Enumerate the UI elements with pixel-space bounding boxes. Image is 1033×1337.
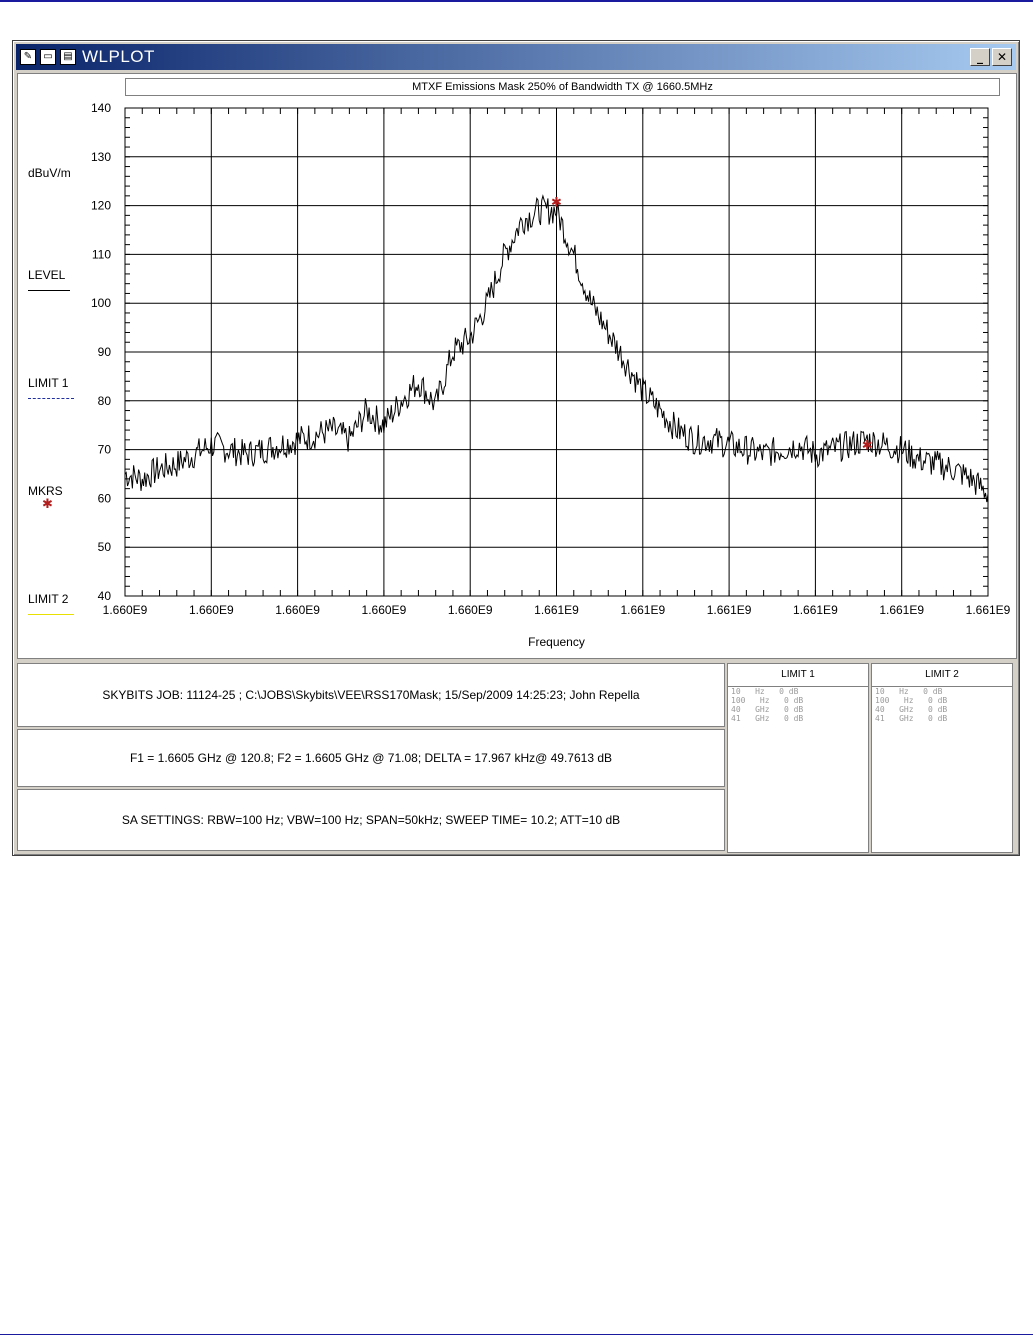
x-tick-label: 1.661E9 <box>879 603 924 617</box>
legend-level-label: LEVEL <box>28 268 66 282</box>
wlplot-window: ✎ ▭ ▤ WLPLOT _ ✕ MTXF Emissions Mask 250… <box>12 40 1020 856</box>
x-tick-label: 1.661E9 <box>534 603 579 617</box>
legend-markers: MKRS ✱ <box>28 484 63 511</box>
print-icon[interactable]: ▤ <box>60 49 76 65</box>
marker-point: ✱ <box>551 196 562 211</box>
limit2-row: 41 GHz 0 dB <box>875 714 948 723</box>
legend-limit1-label: LIMIT 1 <box>28 376 69 390</box>
x-tick-label: 1.661E9 <box>707 603 752 617</box>
page-top-rule <box>0 0 1033 2</box>
marker-point: ✱ <box>862 438 873 453</box>
limit1-panel: LIMIT 1 10 Hz 0 dB 100 Hz 0 dB 40 GHz 0 … <box>727 663 869 853</box>
y-axis-unit: dBuV/m <box>28 166 71 180</box>
x-tick-label: 1.661E9 <box>620 603 665 617</box>
chart-title: MTXF Emissions Mask 250% of Bandwidth TX… <box>125 78 1000 96</box>
limit1-row: 40 GHz 0 dB <box>731 705 804 714</box>
y-tick-label: 90 <box>98 345 112 359</box>
limit1-row: 100 Hz 0 dB <box>731 696 804 705</box>
plot-panel: MTXF Emissions Mask 250% of Bandwidth TX… <box>17 73 1017 659</box>
y-tick-label: 110 <box>92 247 111 261</box>
y-tick-label: 120 <box>91 199 111 213</box>
legend-limit1: LIMIT 1 <box>28 376 74 399</box>
x-axis-label: Frequency <box>528 635 585 649</box>
limit2-panel: LIMIT 2 10 Hz 0 dB 100 Hz 0 dB 40 GHz 0 … <box>871 663 1013 853</box>
x-tick-label: 1.660E9 <box>103 603 148 617</box>
y-tick-label: 70 <box>98 443 112 457</box>
y-tick-label: 80 <box>98 394 112 408</box>
limit1-row: 10 Hz 0 dB <box>731 687 799 696</box>
x-tick-label: 1.660E9 <box>448 603 493 617</box>
job-info: SKYBITS JOB: 11124-25 ; C:\JOBS\Skybits\… <box>17 663 725 727</box>
info-panel: SKYBITS JOB: 11124-25 ; C:\JOBS\Skybits\… <box>17 661 727 853</box>
legend-markers-label: MKRS <box>28 484 63 498</box>
y-tick-label: 140 <box>91 101 111 115</box>
limit2-row: 100 Hz 0 dB <box>875 696 948 705</box>
y-tick-label: 130 <box>91 150 111 164</box>
y-tick-label: 60 <box>98 491 112 505</box>
page-bottom-rule <box>0 1334 1033 1335</box>
y-tick-label: 50 <box>98 540 112 554</box>
legend-level-swatch <box>28 290 70 291</box>
legend-limit1-swatch <box>28 398 74 399</box>
legend-limit2: LIMIT 2 <box>28 592 74 615</box>
limit1-row: 41 GHz 0 dB <box>731 714 804 723</box>
limit2-title: LIMIT 2 <box>872 664 1012 687</box>
y-tick-label: 40 <box>98 589 112 603</box>
limit2-row: 40 GHz 0 dB <box>875 705 948 714</box>
x-tick-label: 1.660E9 <box>275 603 320 617</box>
limit2-row: 10 Hz 0 dB <box>875 687 943 696</box>
minimize-button[interactable]: _ <box>970 48 990 66</box>
legend-level: LEVEL <box>28 268 70 291</box>
limit1-title: LIMIT 1 <box>728 664 868 687</box>
x-tick-label: 1.661E9 <box>966 603 1011 617</box>
marker-info: F1 = 1.6605 GHz @ 120.8; F2 = 1.6605 GHz… <box>17 729 725 787</box>
sa-settings: SA SETTINGS: RBW=100 Hz; VBW=100 Hz; SPA… <box>17 789 725 851</box>
close-button[interactable]: ✕ <box>992 48 1012 66</box>
legend-marker-icon: ✱ <box>42 497 53 512</box>
x-tick-label: 1.660E9 <box>189 603 234 617</box>
x-tick-label: 1.661E9 <box>793 603 838 617</box>
legend-limit2-label: LIMIT 2 <box>28 592 69 606</box>
window-title: WLPLOT <box>82 47 155 66</box>
x-tick-label: 1.660E9 <box>362 603 407 617</box>
title-bar[interactable]: ✎ ▭ ▤ WLPLOT _ ✕ <box>16 44 1016 70</box>
legend-limit2-swatch <box>28 614 74 615</box>
app-icon[interactable]: ✎ <box>20 49 36 65</box>
y-tick-label: 100 <box>91 296 111 310</box>
level-trace <box>124 194 989 503</box>
copy-icon[interactable]: ▭ <box>40 49 56 65</box>
